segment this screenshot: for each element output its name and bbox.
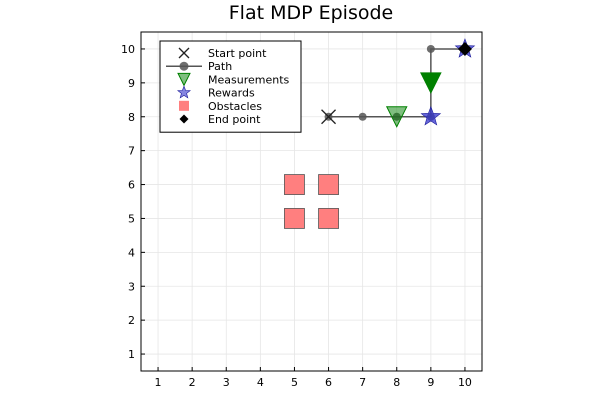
legend: Start pointPathMeasurementsRewardsObstac… (159, 40, 302, 133)
x-tick-label: 8 (393, 376, 400, 389)
x-tick-label: 5 (291, 376, 298, 389)
y-tick-label: 7 (128, 145, 135, 158)
legend-entry: Rewards (177, 85, 255, 100)
obstacle-mark (318, 174, 339, 195)
x-tick-label: 9 (427, 376, 434, 389)
grid (141, 32, 482, 371)
legend-end-marker (179, 114, 189, 124)
legend-entry: Path (166, 60, 232, 73)
x-tick-label: 1 (155, 376, 162, 389)
legend-label: Measurements (208, 73, 290, 86)
obstacle-mark (318, 208, 339, 229)
legend-reward-marker (177, 85, 191, 99)
legend-entry: Obstacles (179, 100, 262, 113)
legend-path-marker (179, 61, 189, 71)
y-tick-label: 2 (128, 314, 135, 327)
x-tick-label: 7 (359, 376, 366, 389)
y-tick-label: 3 (128, 280, 135, 293)
tick-labels: 1 2 3 4 5 6 7 8 9 10 1 2 3 4 5 6 7 8 9 10 (121, 43, 472, 389)
y-tick-label: 1 (128, 348, 135, 361)
y-tick-label: 6 (128, 179, 135, 192)
y-tick-label: 10 (121, 43, 135, 56)
legend-entry: Start point (178, 47, 267, 60)
path-point (358, 112, 367, 121)
chart-title: Flat MDP Episode (229, 2, 393, 24)
measurement-mark (385, 106, 408, 128)
legend-label: End point (208, 113, 261, 126)
legend-start-marker (178, 47, 190, 59)
legend-label: Obstacles (208, 100, 262, 113)
axes (140, 31, 483, 372)
y-tick-label: 4 (128, 246, 135, 259)
path-point (426, 44, 435, 53)
obstacle-mark (284, 174, 305, 195)
x-tick-label: 4 (257, 376, 264, 389)
x-tick-label: 3 (223, 376, 230, 389)
legend-label: Start point (208, 47, 267, 60)
legend-measurement-marker (177, 72, 191, 87)
legend-entry: End point (179, 113, 261, 126)
x-tick-label: 10 (458, 376, 472, 389)
legend-entry: Measurements (177, 72, 290, 87)
legend-label: Rewards (208, 87, 255, 100)
y-tick-label: 5 (128, 212, 135, 225)
start-point-mark (321, 109, 337, 125)
data-marks (284, 38, 476, 229)
x-tick-label: 6 (325, 376, 332, 389)
x-tick-label: 2 (189, 376, 196, 389)
reward-mark (420, 105, 442, 126)
plot-frame (140, 31, 483, 372)
end-point-mark (457, 41, 472, 56)
y-tick-label: 8 (128, 111, 135, 124)
legend-obstacle-marker (179, 100, 189, 111)
legend-label: Path (208, 60, 232, 73)
measurement-mark (420, 72, 442, 94)
y-tick-label: 9 (128, 77, 135, 90)
obstacle-mark (284, 208, 305, 229)
